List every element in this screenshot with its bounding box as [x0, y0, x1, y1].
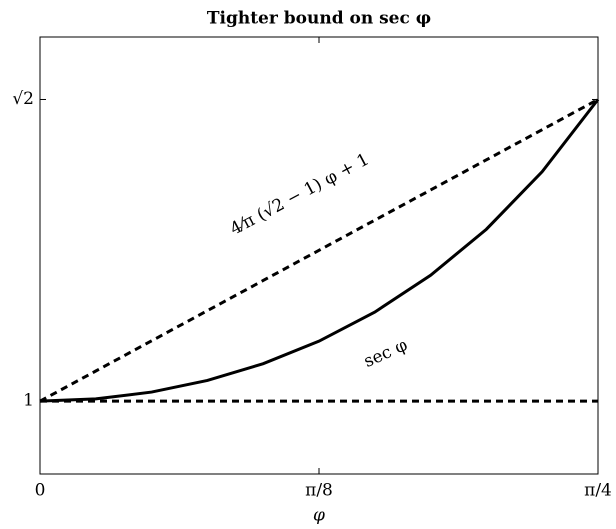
chart-title: Tighter bound on sec φ [207, 9, 431, 29]
series-line [39, 98, 600, 403]
y-tick-label: 1 [23, 391, 34, 411]
series-line [39, 98, 599, 403]
x-axis-label: φ [313, 506, 325, 526]
plot-frame [39, 36, 599, 475]
y-tick-label: √2 [12, 89, 34, 109]
x-tick-label: π/4 [584, 481, 612, 501]
x-tick-label: π/8 [305, 481, 333, 501]
annotation: 4⁄π (√2 − 1) φ + 1 [227, 150, 373, 240]
x-tick-label: 0 [35, 481, 46, 501]
annotation: sec φ [361, 335, 411, 372]
